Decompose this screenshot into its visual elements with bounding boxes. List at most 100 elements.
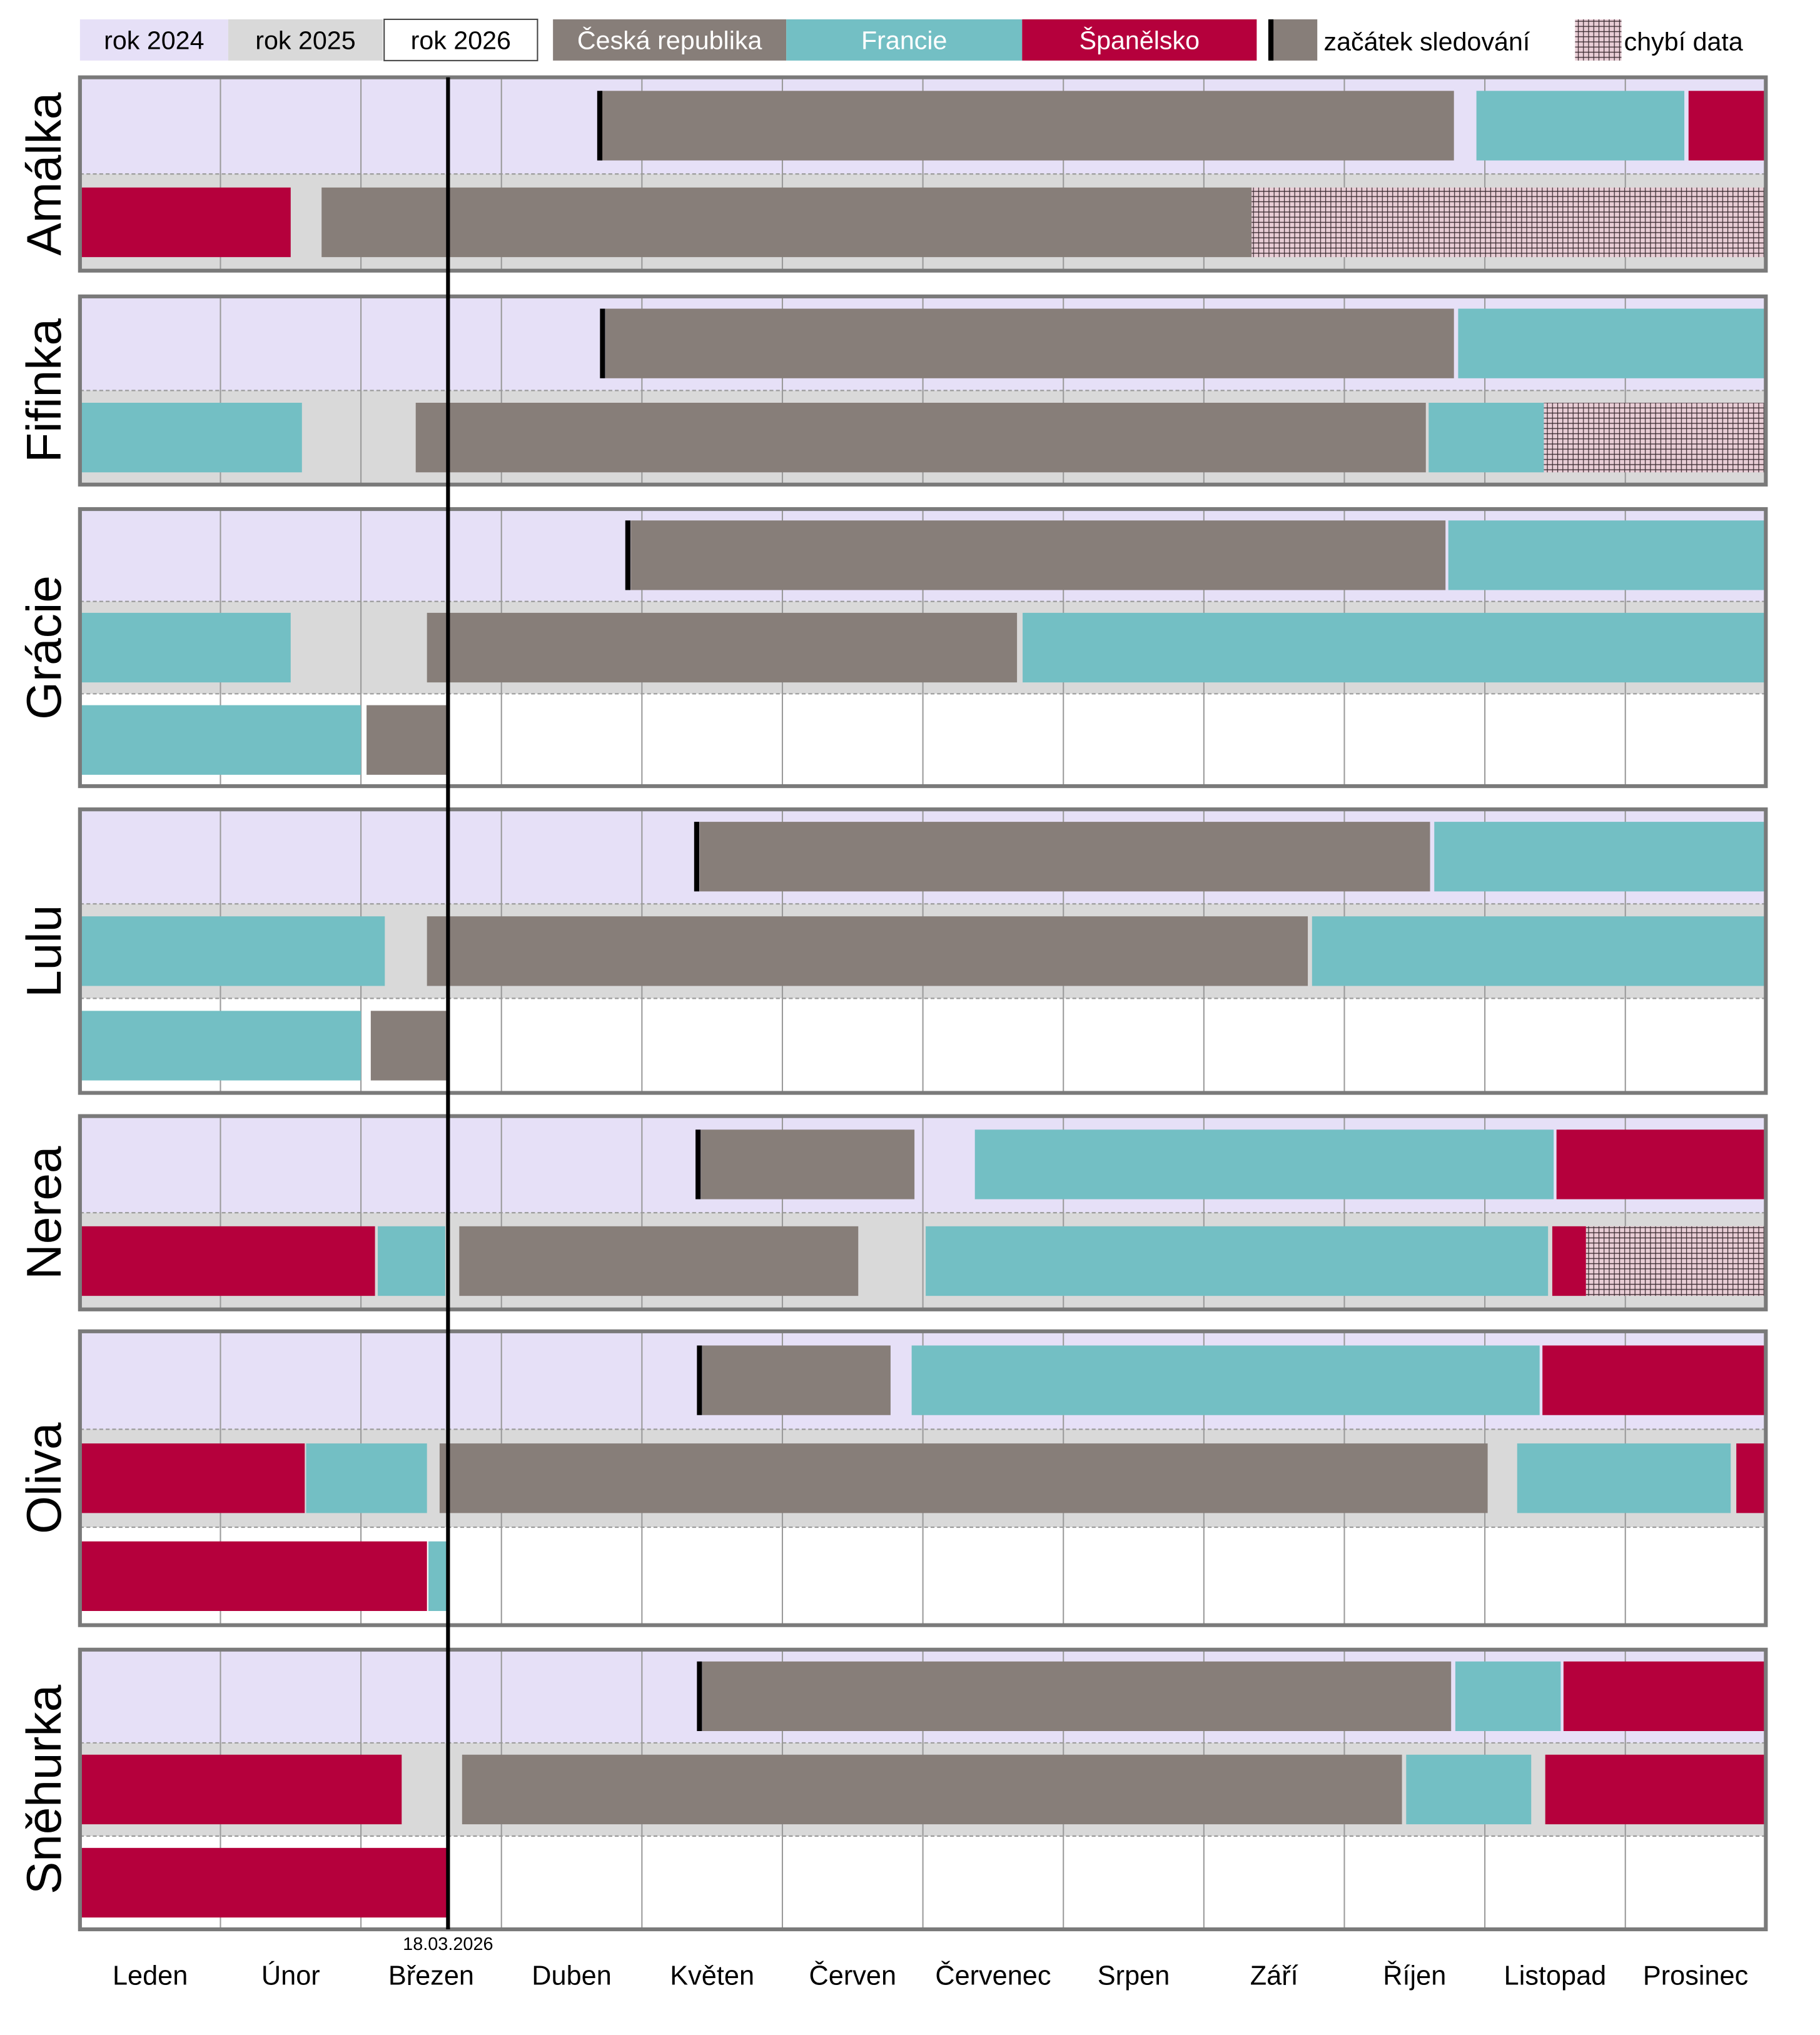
stay-bar-fr	[1434, 822, 1766, 892]
animal-name: Fifinka	[16, 318, 71, 463]
stay-bar-es	[79, 1443, 305, 1513]
tracking-start-marker	[597, 91, 603, 161]
panel-frame	[78, 1647, 1768, 1932]
legend-swatch-start	[1269, 19, 1318, 61]
stay-bar-cz	[427, 612, 1018, 683]
animal-name: Oliva	[16, 1422, 71, 1534]
stay-bar-cz	[702, 1661, 1452, 1731]
stay-bar-cz	[700, 1129, 915, 1199]
month-tick-label: Červen	[809, 1961, 896, 1991]
stay-bar-cz	[702, 1345, 891, 1415]
stay-bar-missing	[1544, 402, 1766, 473]
stay-bar-fr	[306, 1443, 427, 1513]
stay-bar-missing	[1251, 187, 1766, 258]
month-tick-label: Únor	[261, 1961, 320, 1991]
legend: rok 2024 rok 2025 rok 2026 Česká republika F…	[79, 18, 1743, 61]
legend-label-es: Španělsko	[1079, 26, 1200, 54]
stay-bar-es	[79, 1226, 375, 1296]
stay-bar-fr	[79, 916, 385, 986]
stay-bar-fr	[1428, 402, 1544, 473]
today-label: 18.03.2026	[403, 1934, 493, 1954]
stay-bar-cz	[599, 91, 1454, 161]
month-tick-label: Červenec	[935, 1961, 1051, 1991]
panel-frame	[78, 294, 1768, 487]
stay-bar-cz	[427, 916, 1308, 986]
stay-bar-fr	[1312, 916, 1766, 986]
stay-bar-cz	[370, 1011, 448, 1081]
legend-swatch-fr	[786, 19, 1023, 61]
legend-label-start: začátek sledování	[1324, 27, 1530, 56]
stay-bar-es	[1542, 1345, 1766, 1415]
stay-bar-fr	[79, 402, 302, 473]
start-marker-icon	[1268, 19, 1274, 61]
month-tick-label: Prosinec	[1643, 1961, 1748, 1991]
panel-frame	[78, 1114, 1768, 1311]
animal-name: Lulu	[16, 905, 71, 997]
stay-bar-fr	[926, 1226, 1549, 1296]
stay-bar-fr	[428, 1541, 448, 1611]
stay-bar-es	[79, 1754, 402, 1825]
animal-panel: Fifinka	[16, 294, 1768, 487]
legend-swatch-es	[1022, 19, 1257, 61]
tracking-start-marker	[600, 308, 605, 378]
stay-bar-fr	[79, 612, 291, 683]
stay-bar-missing	[1585, 1226, 1766, 1296]
stay-bar-es	[1545, 1754, 1766, 1825]
stay-bar-cz	[699, 822, 1430, 892]
legend-swatch-missing	[1575, 19, 1622, 61]
stay-bar-fr	[1023, 612, 1766, 683]
month-tick-label: Srpen	[1098, 1961, 1170, 1991]
stay-bar-es	[1552, 1226, 1586, 1296]
stay-bar-cz	[367, 705, 448, 775]
tracking-start-marker	[695, 1129, 701, 1199]
legend-label-y2026: rok 2026	[411, 26, 511, 54]
legend-label-cz: Česká republika	[577, 26, 762, 54]
stay-bar-cz	[459, 1226, 859, 1296]
stay-bar-es	[79, 1541, 427, 1611]
tracking-start-marker	[697, 1661, 702, 1731]
panel-frame	[78, 75, 1768, 273]
animal-panel: Lulu	[16, 807, 1768, 1095]
animal-panel: Amálka	[16, 75, 1768, 273]
animal-name: Sněhurka	[16, 1684, 71, 1894]
panel-frame	[78, 1329, 1768, 1627]
stay-bar-fr	[1458, 308, 1766, 378]
month-tick-label: Duben	[532, 1961, 611, 1991]
legend-label-y2024: rok 2024	[104, 26, 204, 54]
tracking-start-marker	[697, 1345, 702, 1415]
stay-bar-fr	[1406, 1754, 1532, 1825]
legend-label-fr: Francie	[861, 26, 947, 54]
panel-frame	[78, 807, 1768, 1095]
animal-panel: Nerea	[16, 1114, 1768, 1311]
animal-name: Grácie	[16, 575, 71, 720]
animal-name: Amálka	[16, 92, 71, 256]
month-tick-label: Leden	[113, 1961, 188, 1991]
animal-panel: Sněhurka	[16, 1647, 1768, 1932]
legend-swatch-y2024	[79, 19, 228, 61]
stay-bar-cz	[439, 1443, 1488, 1513]
stay-bar-es	[79, 1847, 448, 1918]
stay-bar-fr	[1448, 520, 1766, 590]
legend-label-y2025: rok 2025	[255, 26, 355, 54]
stay-bar-es	[1736, 1443, 1766, 1513]
animal-panel: Grácie	[16, 507, 1768, 789]
animal-name: Nerea	[16, 1146, 71, 1280]
stay-bar-fr	[1476, 91, 1685, 161]
tracking-start-marker	[694, 822, 700, 892]
stay-bar-fr	[79, 705, 361, 775]
month-tick-label: Říjen	[1383, 1961, 1446, 1991]
legend-label-missing: chybí data	[1624, 27, 1743, 56]
stay-bar-es	[1556, 1129, 1766, 1199]
stay-bar-fr	[378, 1226, 445, 1296]
animal-panel: Oliva	[16, 1329, 1768, 1627]
stay-bar-cz	[321, 187, 1252, 258]
stay-bar-es	[79, 187, 291, 258]
stay-bar-cz	[415, 402, 1426, 473]
stay-bar-fr	[1517, 1443, 1731, 1513]
stay-bar-cz	[605, 308, 1454, 378]
tracking-start-marker	[625, 520, 631, 590]
stay-bar-fr	[79, 1011, 361, 1081]
legend-swatch-y2026	[383, 18, 538, 61]
legend-swatch-cz	[553, 19, 787, 61]
